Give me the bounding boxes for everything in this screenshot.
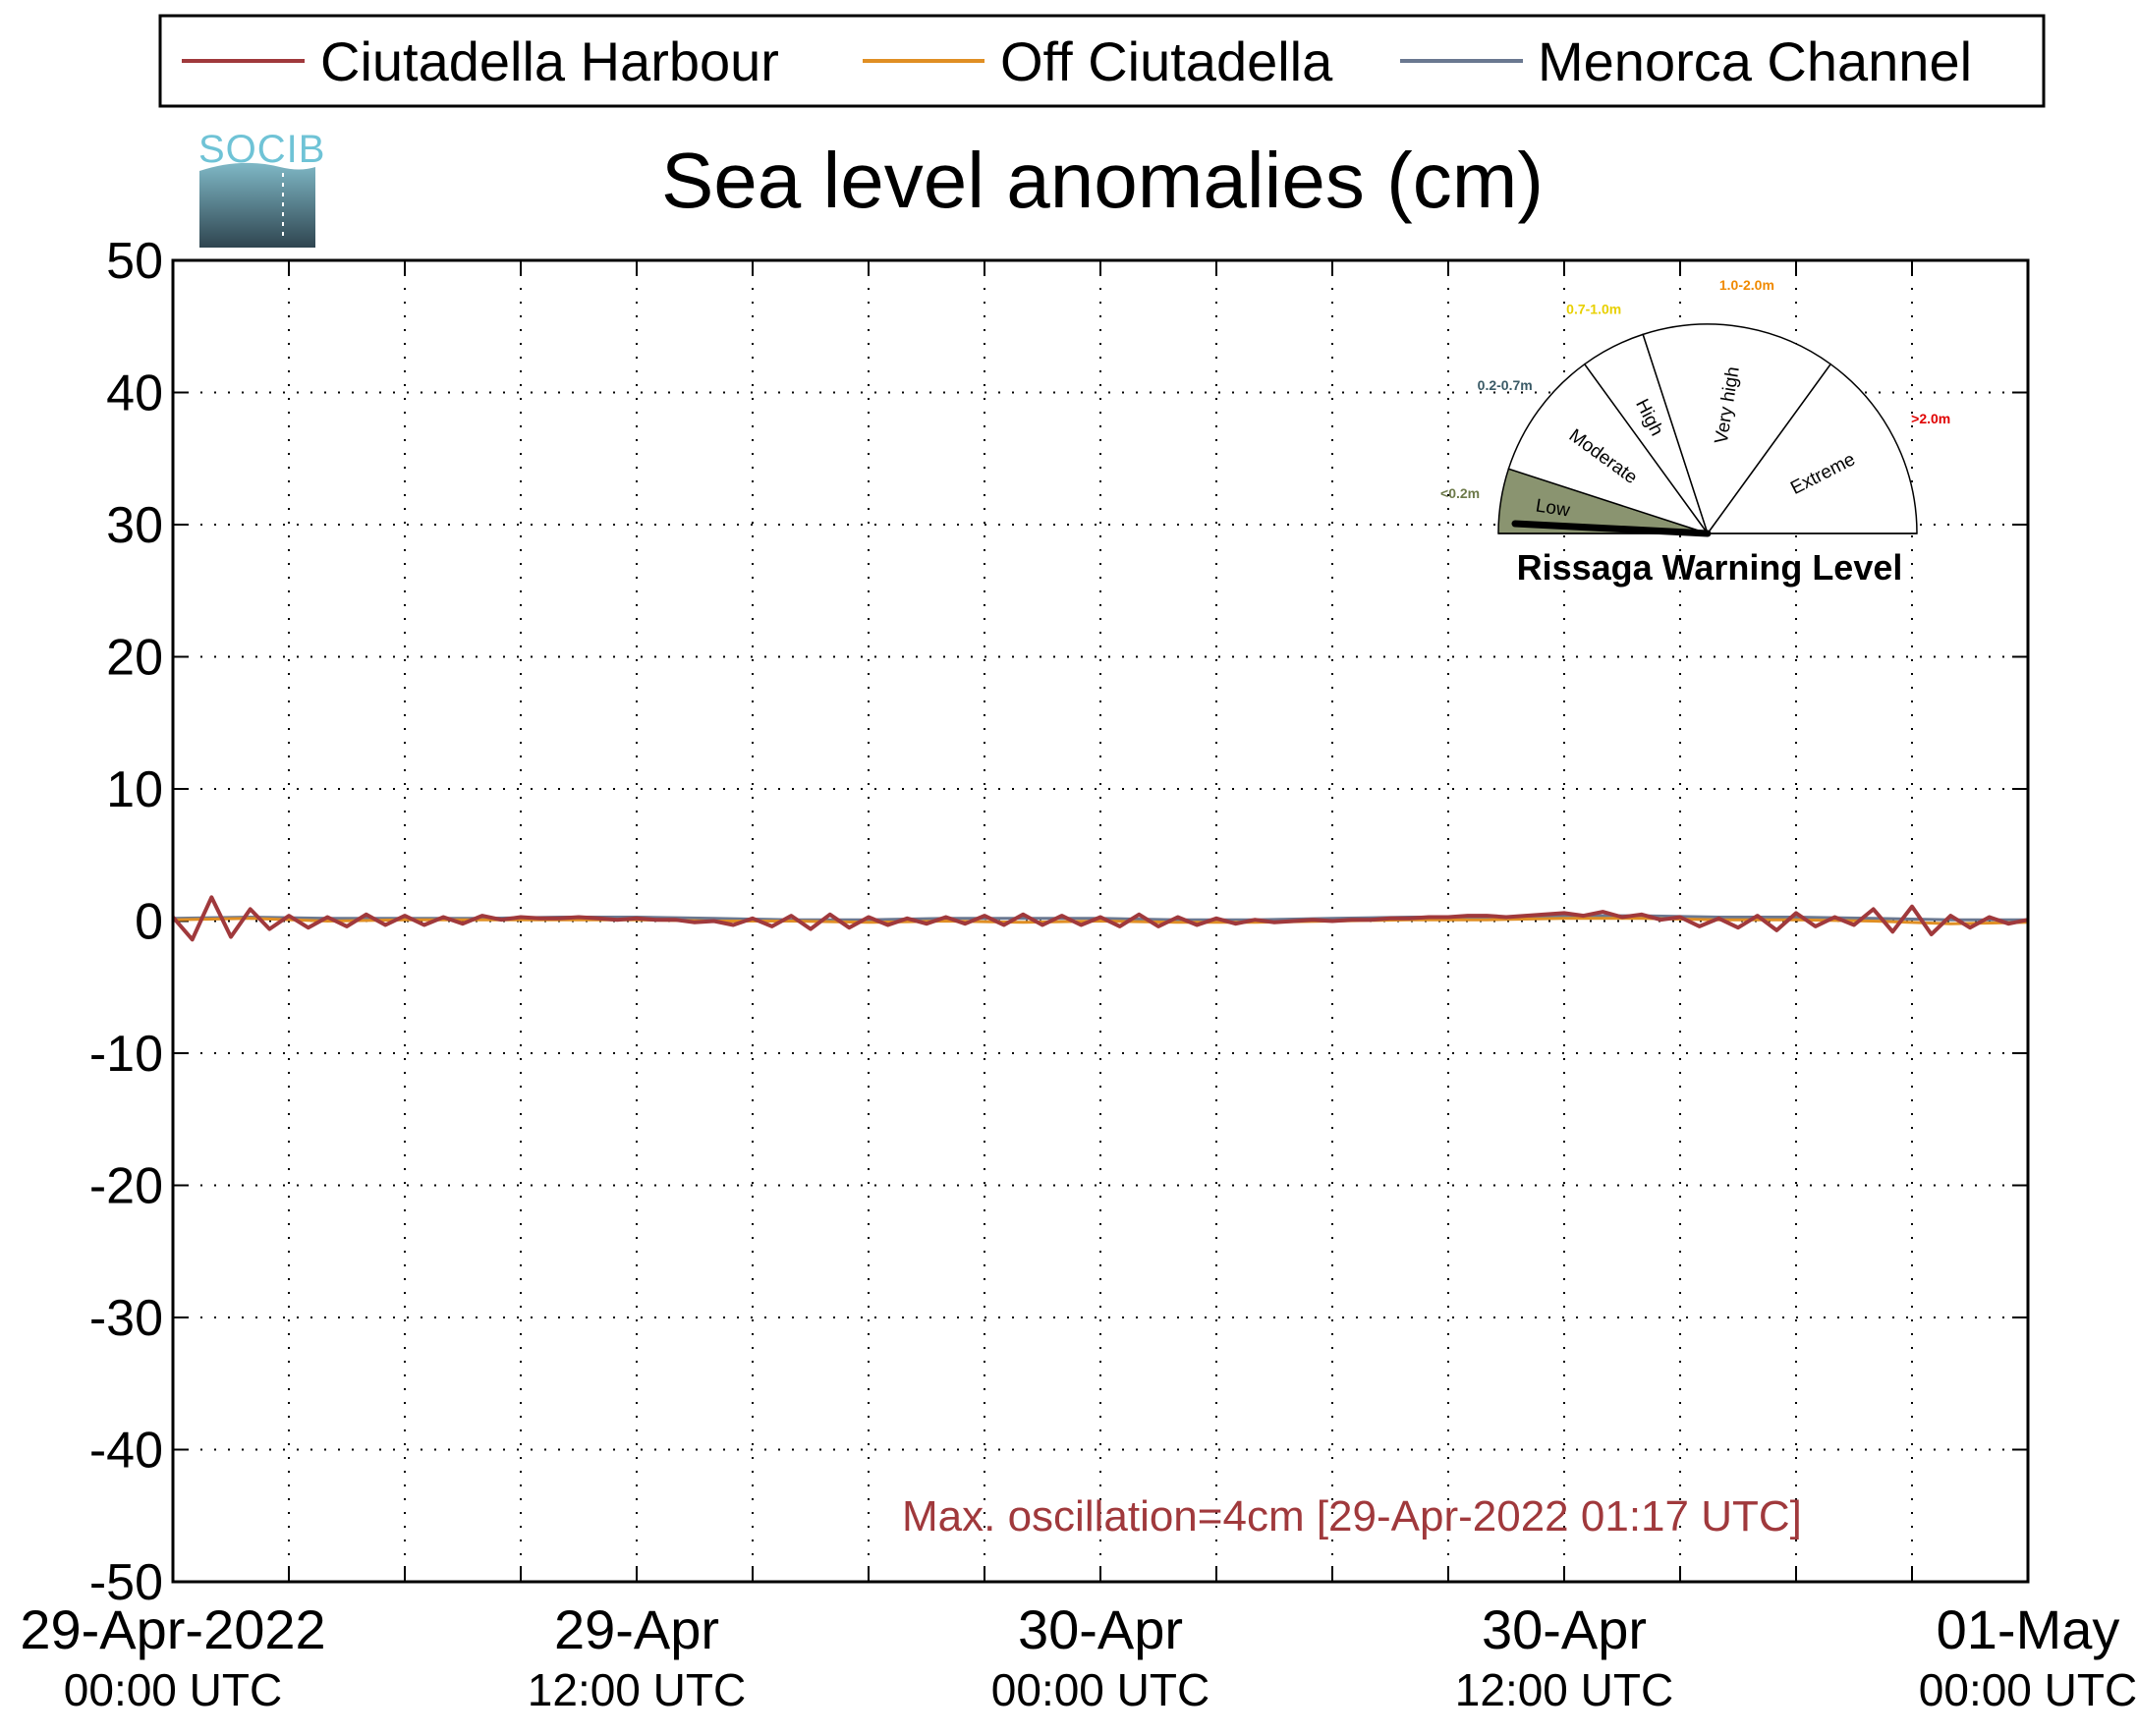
y-tick-label: 40 [106,365,163,422]
x-tick-label-date: 29-Apr [554,1598,719,1660]
y-tick-label: 30 [106,497,163,554]
gauge-range-label: 0.2-0.7m [1478,377,1533,393]
socib-logo: SOCIB [198,128,324,248]
gauge-range-labels: <0.2m 0.2-0.7m 0.7-1.0m 1.0-2.0m >2.0m [1440,277,1950,501]
gauge-sector-extreme [1706,363,1918,534]
y-tick-label: -40 [89,1423,163,1480]
y-tick-label: 20 [106,630,163,687]
series-line-ciutadella-harbour [171,895,2029,942]
y-tick-label: 10 [106,761,163,818]
x-tick-label-date: 30-Apr [1018,1598,1183,1660]
logo-wave-icon [199,162,315,248]
chart-title: Sea level anomalies (cm) [661,137,1544,224]
series-lines [171,895,2029,942]
legend: Ciutadella Harbour Off Ciutadella Menorc… [158,14,2046,108]
gauge-sectors [1497,323,1918,535]
gauge-range-label: <0.2m [1440,485,1480,501]
x-tick-label-date: 01-May [1937,1598,2120,1660]
y-tick-label: 50 [106,233,163,290]
legend-label-ciutadella-harbour: Ciutadella Harbour [320,30,779,92]
x-tick-label-time: 12:00 UTC [528,1664,746,1715]
gauge-sector-moderate [1507,363,1710,535]
x-tick-label-time: 00:00 UTC [1919,1664,2137,1715]
x-tick-label-date: 30-Apr [1482,1598,1647,1660]
y-tick-label: -50 [89,1554,163,1611]
gauge-range-label: 0.7-1.0m [1566,302,1621,317]
legend-label-menorca-channel: Menorca Channel [1538,30,1972,92]
gauge-title: Rissaga Warning Level [1517,547,1903,588]
y-tick-label: -10 [89,1026,163,1083]
plot-frame [171,258,2030,1584]
y-tick-label: -20 [89,1158,163,1215]
legend-box [158,14,2046,108]
gauge-needle [1511,520,1712,537]
gauge-range-label: >2.0m [1911,411,1950,426]
max-oscillation-annotation: Max. oscillation=4cm [29-Apr-2022 01:17 … [902,1492,1802,1540]
y-tick-label: -30 [89,1290,163,1347]
y-axis-ticks: 50 40 30 20 10 0 -10 -20 -30 -40 -50 [89,233,2028,1611]
y-tick-label: 0 [135,894,163,951]
x-tick-label-time: 00:00 UTC [991,1664,1209,1715]
gauge-sector-very-high [1642,323,1832,535]
gauge-range-label: 1.0-2.0m [1719,277,1774,293]
x-tick-label-date: 29-Apr-2022 [20,1598,325,1660]
x-tick-label-time: 12:00 UTC [1455,1664,1673,1715]
legend-label-off-ciutadella: Off Ciutadella [1000,30,1333,92]
x-tick-label-time: 00:00 UTC [64,1664,282,1715]
